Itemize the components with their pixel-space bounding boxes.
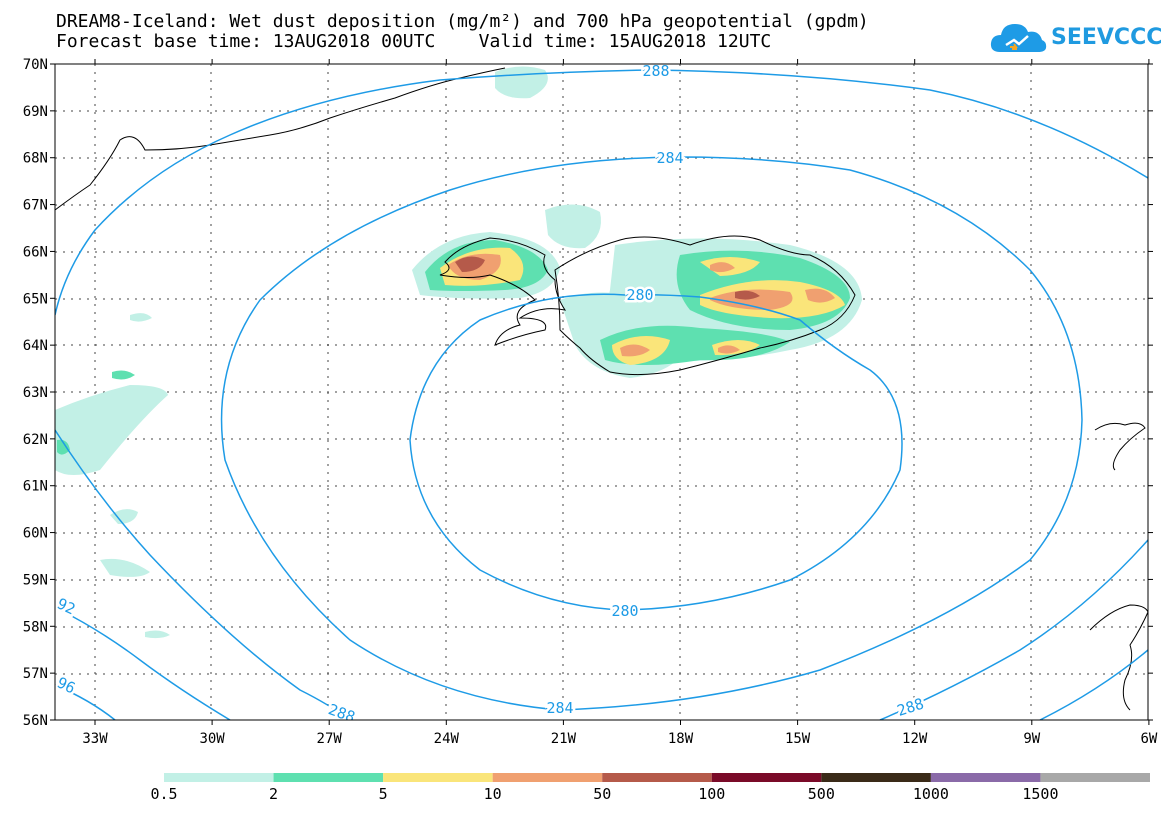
lat-label: 64N	[23, 338, 48, 354]
deposition-area-2	[112, 370, 135, 380]
greenland-coastline	[55, 67, 506, 211]
logo-text: SEEVCCC	[1051, 24, 1163, 50]
contour-284	[220, 156, 1083, 711]
legend-swatch	[273, 773, 384, 782]
dust-deposition-field	[55, 66, 862, 639]
lat-label: 67N	[23, 198, 48, 214]
legend-label: 0.5	[150, 785, 177, 803]
iceland-coastline	[439, 237, 567, 346]
latitude-labels: 70N 69N 68N 67N 66N 65N 64N 63N 62N 61N 60N 59N 58N 5…	[23, 57, 48, 729]
legend-label: 50	[593, 785, 611, 803]
deposition-area-05	[55, 385, 168, 475]
lon-label: 6W	[1140, 731, 1157, 747]
lon-label: 12W	[902, 731, 928, 747]
norway-coastline	[1094, 422, 1146, 471]
legend-label: 100	[698, 785, 725, 803]
gridlines	[55, 64, 1148, 720]
lat-label: 68N	[23, 151, 48, 167]
deposition-area-2	[57, 439, 70, 455]
lon-label: 15W	[785, 731, 811, 747]
deposition-area-05	[100, 558, 150, 577]
contour-label: 288	[642, 62, 669, 80]
contour-296	[55, 684, 116, 720]
coastlines	[55, 67, 1148, 711]
legend-label: 1000	[913, 785, 949, 803]
legend-label: 500	[808, 785, 835, 803]
contour-280	[409, 293, 903, 611]
lon-label: 18W	[668, 731, 694, 747]
geopotential-contours	[55, 69, 1148, 720]
legend-swatch	[164, 773, 274, 782]
lat-label: 63N	[23, 385, 48, 401]
legend-swatch	[821, 773, 931, 782]
lon-label: 27W	[317, 731, 343, 747]
lat-label: 57N	[23, 666, 48, 682]
contour-label: 284	[546, 699, 573, 717]
deposition-area-05	[130, 313, 152, 322]
legend-swatch	[492, 773, 603, 782]
legend-swatch	[1040, 773, 1150, 782]
lat-label: 59N	[23, 572, 48, 588]
legend-swatch	[930, 773, 1041, 782]
legend-label: 2	[269, 785, 278, 803]
contour-292	[59, 609, 231, 720]
lat-label: 56N	[23, 713, 48, 729]
longitude-labels: 33W 30W 27W 24W 21W 18W 15W 12W 9W 6W	[82, 731, 1158, 747]
map-subtitle-times: Forecast base time: 13AUG2018 00UTC Vali…	[56, 31, 772, 52]
map-title: DREAM8-Iceland: Wet dust deposition (mg/…	[56, 11, 869, 32]
deposition-area-05	[110, 509, 138, 524]
deposition-area-50	[735, 290, 760, 300]
color-legend: 0.5 2 5 10 50 100 500 1000 1500	[150, 773, 1150, 803]
lon-label: 24W	[434, 731, 460, 747]
lat-label: 65N	[23, 291, 48, 307]
legend-label: 1500	[1022, 785, 1058, 803]
deposition-area-10	[710, 262, 735, 273]
lat-label: 70N	[23, 57, 48, 73]
seevccc-logo: SEEVCCC	[990, 18, 1162, 56]
lat-label: 58N	[23, 619, 48, 635]
contour-288	[55, 429, 351, 720]
contour-label: 280	[626, 286, 653, 304]
axis-ticks	[50, 59, 1153, 725]
lon-label: 9W	[1023, 731, 1040, 747]
deposition-area-10	[805, 288, 835, 303]
contour-label: 284	[656, 149, 683, 167]
contour-288	[55, 69, 1148, 316]
lat-label: 69N	[23, 104, 48, 120]
cloud-logo-icon	[990, 24, 1047, 52]
lon-label: 21W	[551, 731, 577, 747]
legend-label: 5	[379, 785, 388, 803]
lon-label: 30W	[199, 731, 225, 747]
legend-label: 10	[484, 785, 502, 803]
iceland-coastline	[554, 235, 856, 376]
lat-label: 61N	[23, 479, 48, 495]
map-background	[55, 64, 1148, 720]
deposition-area-05	[145, 630, 170, 639]
deposition-area-10	[710, 289, 793, 310]
norway-coastline	[1089, 604, 1148, 711]
deposition-area-10	[718, 345, 740, 354]
deposition-area-50	[455, 256, 485, 272]
contour-288	[879, 539, 1148, 720]
legend-swatch	[602, 773, 712, 782]
deposition-area-10	[620, 344, 650, 357]
lat-label: 60N	[23, 526, 48, 542]
lat-label: 62N	[23, 432, 48, 448]
legend-swatch	[383, 773, 493, 782]
lat-label: 66N	[23, 244, 48, 260]
legend-swatch	[711, 773, 822, 782]
deposition-area-05	[545, 204, 601, 249]
contour-label: 280	[611, 602, 638, 620]
contour-288-ne	[1039, 649, 1148, 720]
lon-label: 33W	[82, 731, 108, 747]
